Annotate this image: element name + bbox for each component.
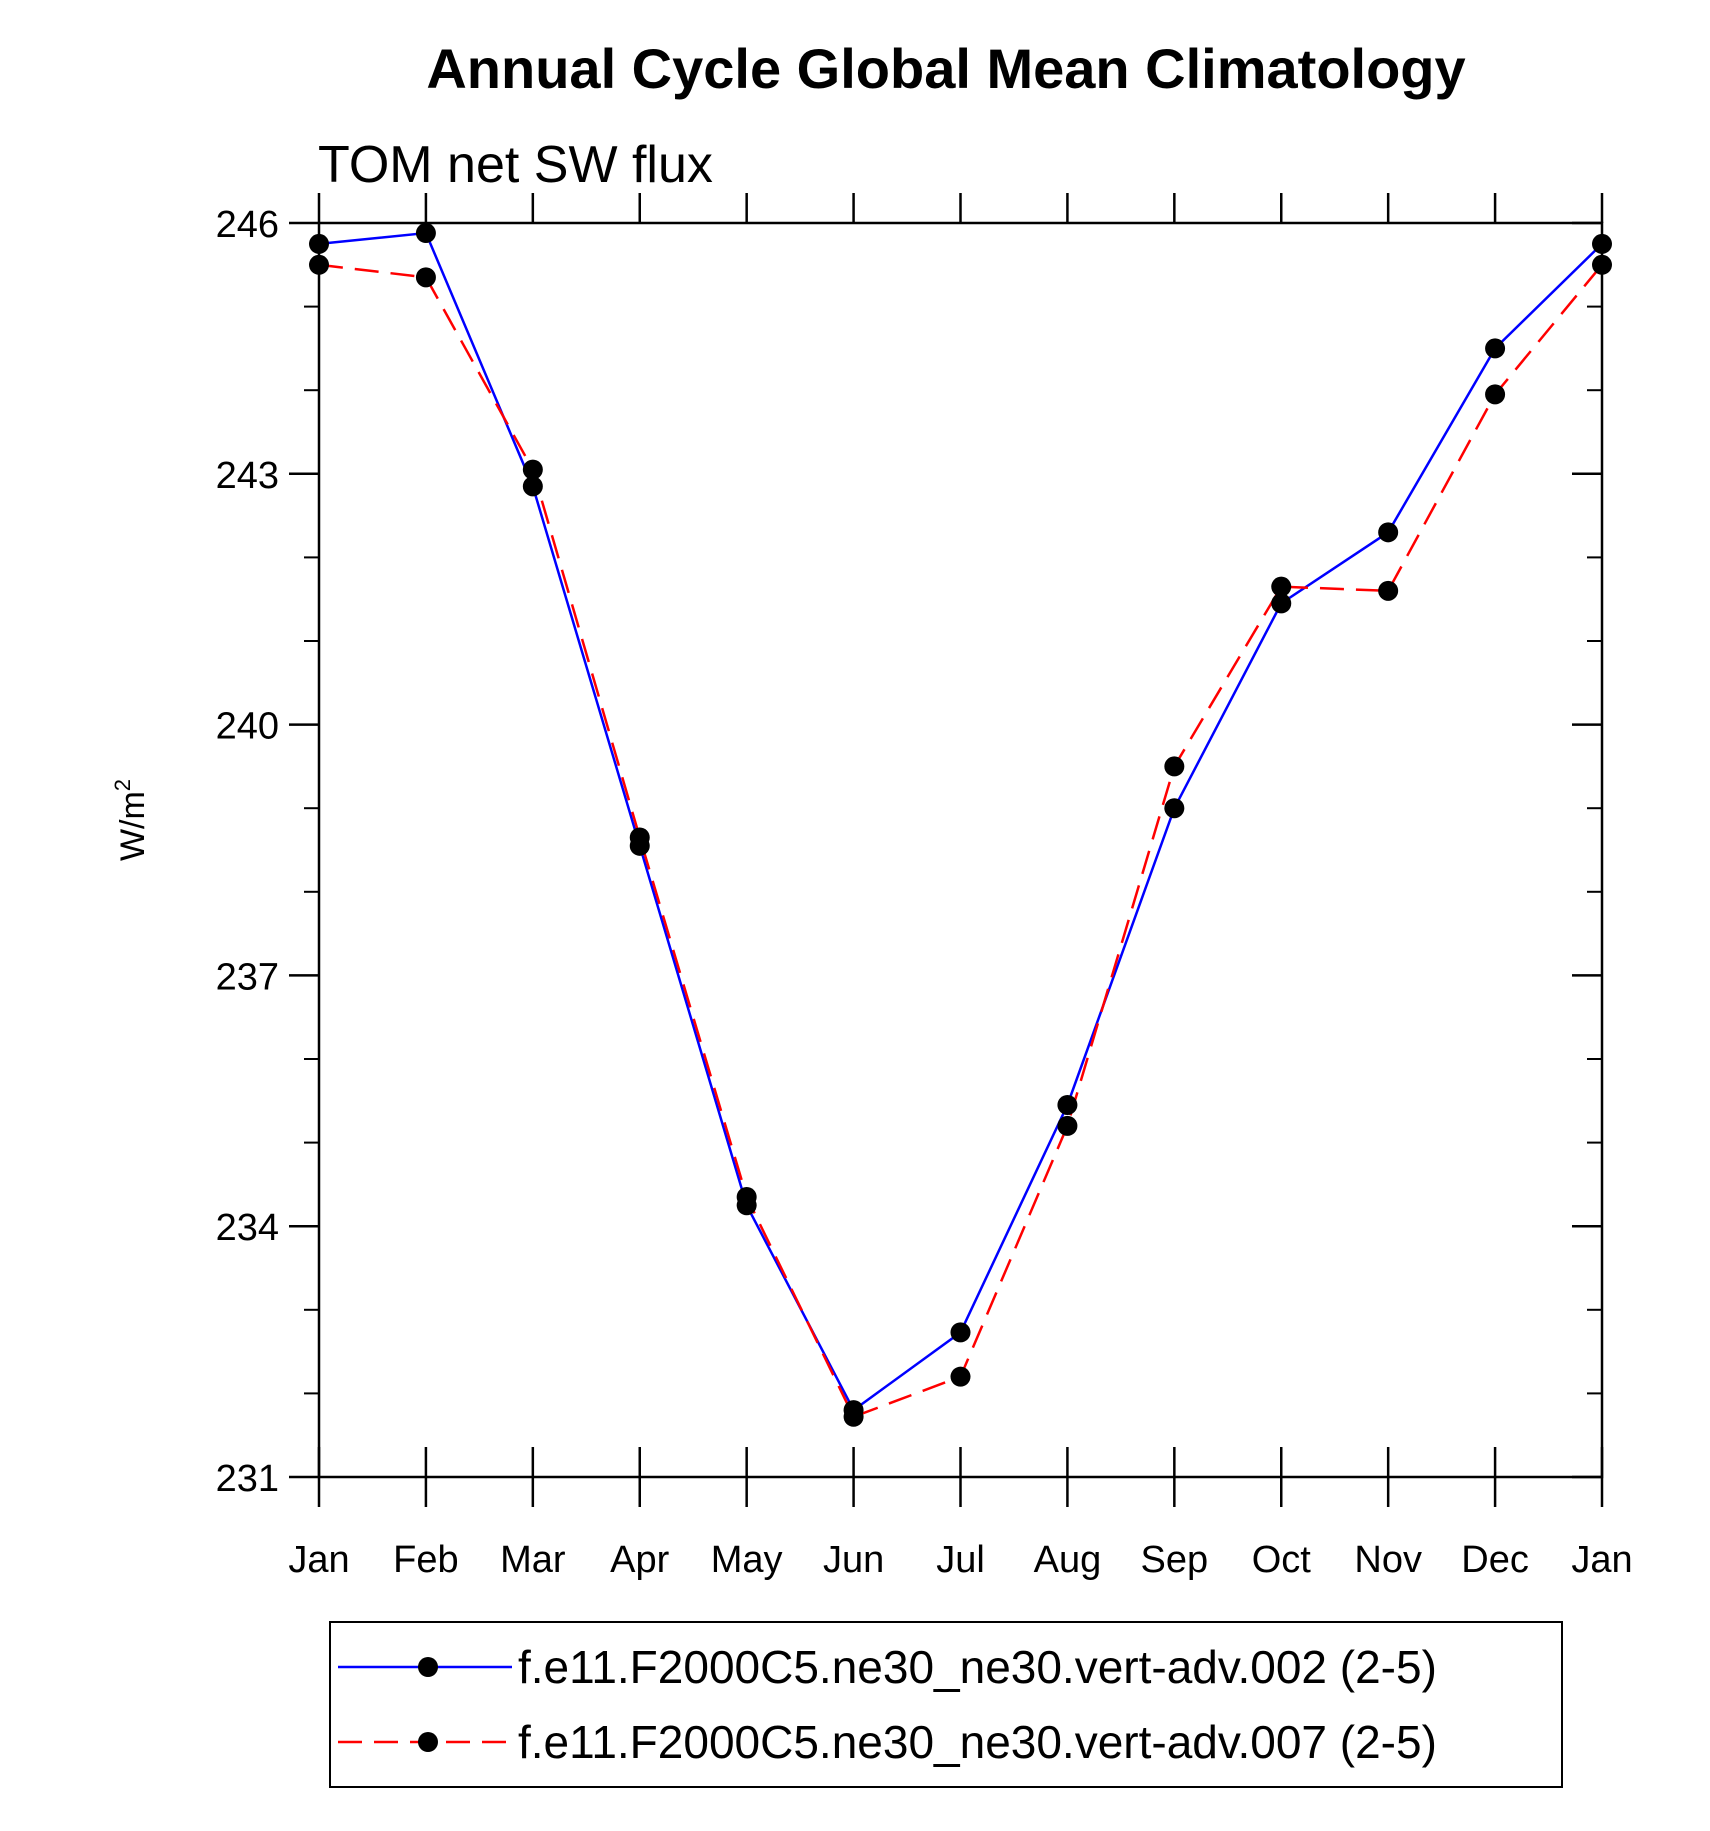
y-axis-label: W/m2 (110, 779, 152, 861)
series-1-point (415, 223, 436, 244)
y-tick-label: 231 (216, 1458, 279, 1500)
series-1-point (1271, 593, 1292, 614)
series-1-point (1164, 798, 1185, 819)
x-tick-label: Feb (393, 1539, 458, 1581)
legend-entry-2: f.e11.F2000C5.ne30_ne30.vert-adv.007 (2-… (518, 1716, 1437, 1768)
series-2-point (1057, 1115, 1078, 1136)
series-1-point (309, 233, 329, 254)
y-tick-label: 237 (216, 956, 279, 998)
series-2-point (1378, 580, 1399, 601)
series-1-point (950, 1322, 971, 1343)
series-1-point (1485, 338, 1506, 359)
series-1-point (1592, 233, 1612, 254)
series-1-point (522, 476, 543, 497)
x-tick-label: Jul (936, 1539, 985, 1581)
x-tick-label: Sep (1141, 1539, 1209, 1581)
x-tick-label: Mar (500, 1539, 566, 1581)
plot-frame (317, 221, 1604, 1479)
x-tick-label: Jan (288, 1539, 349, 1581)
axes: 231 234 237 240 243 246 Jan Feb Mar Apr May Jun Jul A… (216, 193, 1633, 1581)
y-axis-label-unit: W/m (114, 791, 152, 861)
series-2-point (1271, 576, 1292, 597)
legend-box (329, 1621, 1563, 1788)
series-2-point (1164, 756, 1185, 777)
series-layer (309, 223, 1612, 1427)
series-1-point (1057, 1094, 1078, 1115)
series-2-point (950, 1366, 971, 1387)
x-tick-label: Apr (610, 1539, 669, 1581)
legend-swatch-marker-2 (418, 1732, 438, 1752)
x-tick-label: Jun (823, 1539, 884, 1581)
series-2-point (736, 1186, 757, 1207)
x-tick-label: May (711, 1539, 783, 1581)
y-axis-label-exponent: 2 (110, 779, 135, 791)
x-tick-label: Dec (1461, 1539, 1529, 1581)
series-2-point (309, 254, 329, 275)
x-tick-label: Jan (1571, 1539, 1632, 1581)
y-tick-label: 240 (216, 706, 279, 748)
y-tick-label: 246 (216, 204, 279, 246)
legend-entry-1: f.e11.F2000C5.ne30_ne30.vert-adv.002 (2-… (518, 1641, 1437, 1693)
series-2-point (1485, 384, 1506, 405)
series-1-point (1378, 522, 1399, 543)
legend: f.e11.F2000C5.ne30_ne30.vert-adv.002 (2-… (329, 1621, 1563, 1788)
series-line-1 (318, 231, 1603, 1412)
series-2-point (843, 1406, 864, 1427)
chart-subtitle: TOM net SW flux (318, 136, 713, 194)
y-tick-label: 243 (216, 455, 279, 497)
x-tick-label: Oct (1252, 1539, 1312, 1581)
series-2-point (415, 267, 436, 288)
legend-swatch-marker-1 (418, 1657, 438, 1677)
chart-title: Annual Cycle Global Mean Climatology (426, 37, 1465, 100)
x-tick-label: Aug (1034, 1539, 1102, 1581)
y-tick-label: 234 (216, 1207, 279, 1249)
series-2-point (629, 827, 650, 848)
series-2-point (522, 459, 543, 480)
x-tick-label: Nov (1354, 1539, 1422, 1581)
series-2-point (1592, 254, 1612, 275)
